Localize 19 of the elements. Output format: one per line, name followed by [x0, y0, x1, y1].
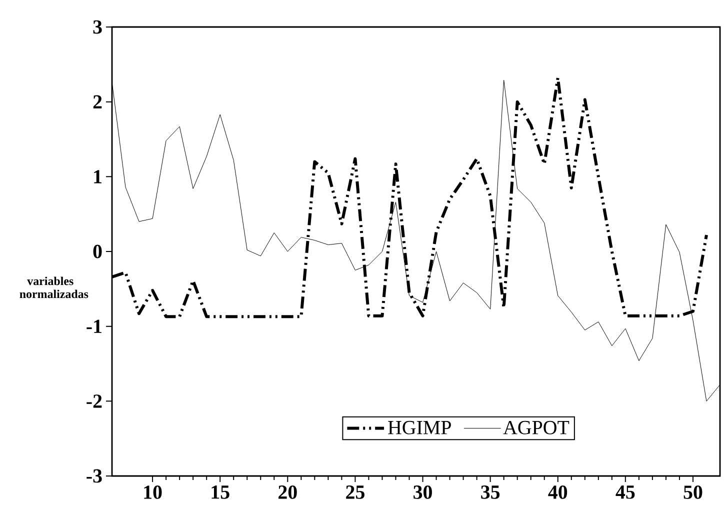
y-tick-label: 0	[93, 244, 102, 258]
y-tick-label: -1	[86, 320, 102, 333]
y-axis-title: variables normalizadas	[20, 276, 88, 298]
x-tick-label: 15	[212, 485, 230, 499]
x-tick-label: 30	[414, 486, 432, 499]
x-tick-label: 40	[548, 486, 568, 499]
x-tick-label: 50	[684, 486, 702, 499]
y-tick-label: 3	[93, 20, 102, 34]
legend-label: AGPOT	[503, 420, 570, 434]
y-tick-label: -3	[86, 469, 102, 483]
x-tick-label: 45	[616, 486, 635, 499]
x-tick-label: 10	[144, 486, 162, 499]
x-tick-label: 35	[481, 486, 500, 499]
y-tick-label: -2	[86, 394, 102, 408]
y-tick-label: 1	[94, 170, 102, 184]
legend-label: HGIMP	[388, 420, 451, 434]
y-tick-label: 2	[93, 95, 102, 108]
x-tick-label: 20	[278, 486, 297, 499]
x-tick-label: 25	[346, 486, 364, 499]
